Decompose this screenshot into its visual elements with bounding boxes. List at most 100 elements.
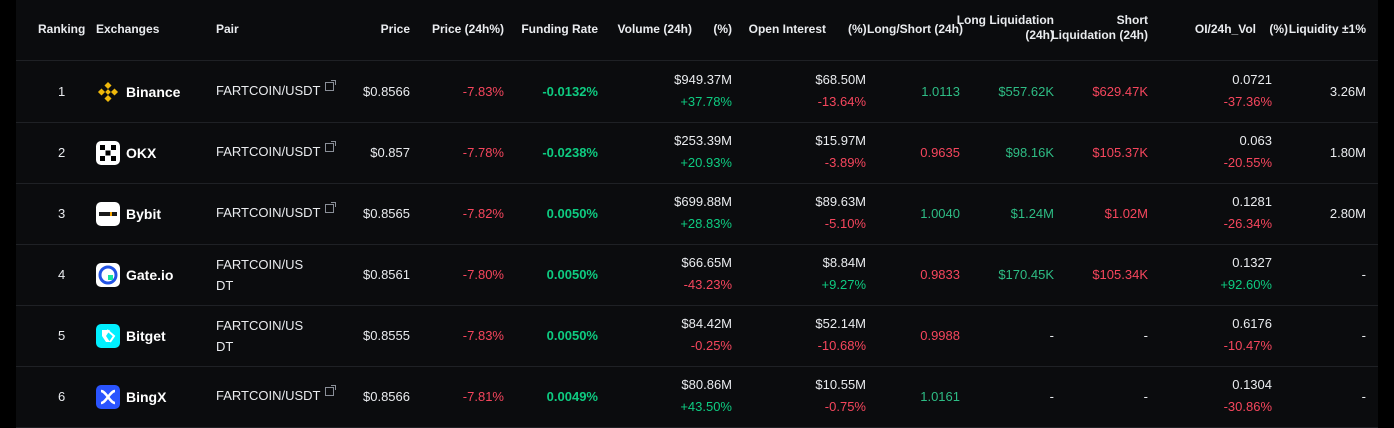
oi-vol-pct: -10.47% [1223, 338, 1272, 353]
rank: 5 [58, 328, 66, 343]
price-change: -7.80% [462, 267, 504, 282]
exchange-name: Binance [126, 84, 181, 100]
exchange-table: Ranking Exchanges Pair Price Price (24h%… [16, 0, 1378, 428]
pair-link[interactable]: FARTCOIN/USDT [216, 80, 336, 99]
volume: $66.65M [681, 255, 732, 270]
table-row[interactable]: 2 OKX FARTCOIN/USDT $0.857 -7.78% -0.023… [16, 122, 1378, 184]
exchange-cell[interactable]: Bybit [96, 202, 161, 226]
funding-rate: 0.0050% [546, 267, 598, 282]
header-long-liq-line2: (24h) [1025, 28, 1054, 42]
gateio-icon [96, 263, 120, 287]
open-interest: $68.50M [815, 72, 866, 87]
exchange-name: Bybit [126, 206, 161, 222]
oi-vol-pct: +92.60% [1220, 277, 1272, 292]
price: $0.8566 [363, 84, 410, 99]
exchange-cell[interactable]: OKX [96, 141, 156, 165]
long-short: 0.9833 [920, 267, 960, 282]
table-row[interactable]: 5 Bitget FARTCOIN/USDT $0.8555 -7.83% 0.… [16, 305, 1378, 367]
external-link-icon [324, 141, 336, 152]
table-row[interactable]: 6 BingX FARTCOIN/USDT $0.8566 -7.81% 0.0… [16, 366, 1378, 428]
header-oi-vol-pct[interactable]: (%) [1269, 22, 1288, 36]
long-short: 0.9988 [920, 328, 960, 343]
long-short: 1.0113 [921, 84, 960, 99]
bitget-icon [96, 324, 120, 348]
oi-vol: 0.1327 [1232, 255, 1272, 270]
volume: $949.37M [674, 72, 732, 87]
liquidity: - [1361, 328, 1366, 343]
oi-pct: -10.68% [817, 338, 866, 353]
pair-link[interactable]: FARTCOIN/USDT [216, 315, 312, 357]
funding-rate: -0.0132% [542, 84, 598, 99]
oi-vol: 0.1304 [1232, 377, 1272, 392]
bingx-icon [96, 385, 120, 409]
header-long-short[interactable]: Long/Short (24h) [867, 22, 963, 36]
oi-pct: -13.64% [817, 94, 866, 109]
long-liquidation: $557.62K [998, 84, 1054, 99]
oi-vol-pct: -26.34% [1223, 216, 1272, 231]
header-exchanges[interactable]: Exchanges [96, 22, 160, 36]
header-open-interest[interactable]: Open Interest [748, 22, 826, 36]
header-short-liquidation[interactable]: Short Liquidation (24h) [1046, 13, 1148, 43]
oi-vol: 0.1281 [1232, 194, 1272, 209]
exchange-cell[interactable]: BingX [96, 385, 166, 409]
pair-text: FARTCOIN/USDT [216, 318, 304, 354]
volume-pct: +20.93% [680, 155, 732, 170]
exchange-name: Gate.io [126, 267, 174, 283]
long-short: 0.9635 [920, 145, 960, 160]
pair-link[interactable]: FARTCOIN/USDT [216, 202, 336, 221]
volume: $84.42M [681, 316, 732, 331]
header-long-liquidation[interactable]: Long Liquidation (24h) [946, 13, 1054, 43]
exchange-name: BingX [126, 389, 167, 405]
volume: $253.39M [674, 133, 732, 148]
short-liquidation: $1.02M [1104, 206, 1148, 221]
oi-pct: -3.89% [824, 155, 866, 170]
volume-pct: +43.50% [680, 399, 732, 414]
short-liquidation: $105.37K [1092, 145, 1148, 160]
pair-text: FARTCOIN/USDT [216, 388, 321, 403]
exchange-name: OKX [126, 145, 157, 161]
price-change: -7.78% [462, 145, 504, 160]
pair-link[interactable]: FARTCOIN/USDT [216, 385, 336, 404]
short-liquidation: $629.47K [1092, 84, 1148, 99]
table-row[interactable]: 1 Binance FARTCOIN/USDT $0.8566 -7.83% -… [16, 61, 1378, 123]
rank: 1 [58, 84, 66, 99]
volume-pct: -0.25% [690, 338, 732, 353]
oi-vol: 0.063 [1239, 133, 1272, 148]
header-price-change[interactable]: Price (24h%) [431, 22, 504, 36]
table-row[interactable]: 4 Gate.io FARTCOIN/USDT $0.8561 -7.80% 0… [16, 244, 1378, 306]
exchange-cell[interactable]: Bitget [96, 324, 166, 348]
external-link-icon [324, 202, 336, 213]
funding-rate: 0.0049% [546, 389, 598, 404]
binance-icon [97, 81, 119, 103]
liquidity: 1.80M [1329, 145, 1366, 160]
header-pair[interactable]: Pair [216, 22, 239, 36]
pair-text: FARTCOIN/USDT [216, 257, 304, 293]
pair-text: FARTCOIN/USDT [216, 83, 321, 98]
oi-vol-pct: -37.36% [1223, 94, 1272, 109]
open-interest: $10.55M [815, 377, 866, 392]
header-price[interactable]: Price [380, 22, 410, 36]
volume-pct: +37.78% [680, 94, 732, 109]
exchange-cell[interactable]: Gate.io [96, 263, 173, 287]
funding-rate: 0.0050% [546, 206, 598, 221]
long-liquidation: - [1049, 328, 1054, 343]
okx-icon [96, 141, 120, 165]
header-ranking[interactable]: Ranking [38, 22, 86, 36]
header-volume-pct[interactable]: (%) [713, 22, 732, 36]
external-link-icon [324, 385, 336, 396]
pair-link[interactable]: FARTCOIN/USDT [216, 254, 312, 296]
pair-text: FARTCOIN/USDT [216, 144, 321, 159]
header-oi-pct[interactable]: (%) [848, 22, 867, 36]
rank: 3 [58, 206, 66, 221]
price: $0.8555 [363, 328, 410, 343]
price: $0.8566 [363, 389, 410, 404]
header-funding-rate[interactable]: Funding Rate [521, 22, 598, 36]
header-volume[interactable]: Volume (24h) [617, 22, 692, 36]
table-row[interactable]: 3 Bybit FARTCOIN/USDT $0.8565 -7.82% 0.0… [16, 183, 1378, 245]
pair-link[interactable]: FARTCOIN/USDT [216, 141, 336, 160]
exchange-cell[interactable]: Binance [96, 80, 180, 104]
price: $0.857 [370, 145, 410, 160]
header-liquidity[interactable]: Liquidity ±1% [1288, 22, 1366, 36]
header-oi-vol[interactable]: OI/24h_Vol [1194, 22, 1256, 36]
open-interest: $52.14M [815, 316, 866, 331]
